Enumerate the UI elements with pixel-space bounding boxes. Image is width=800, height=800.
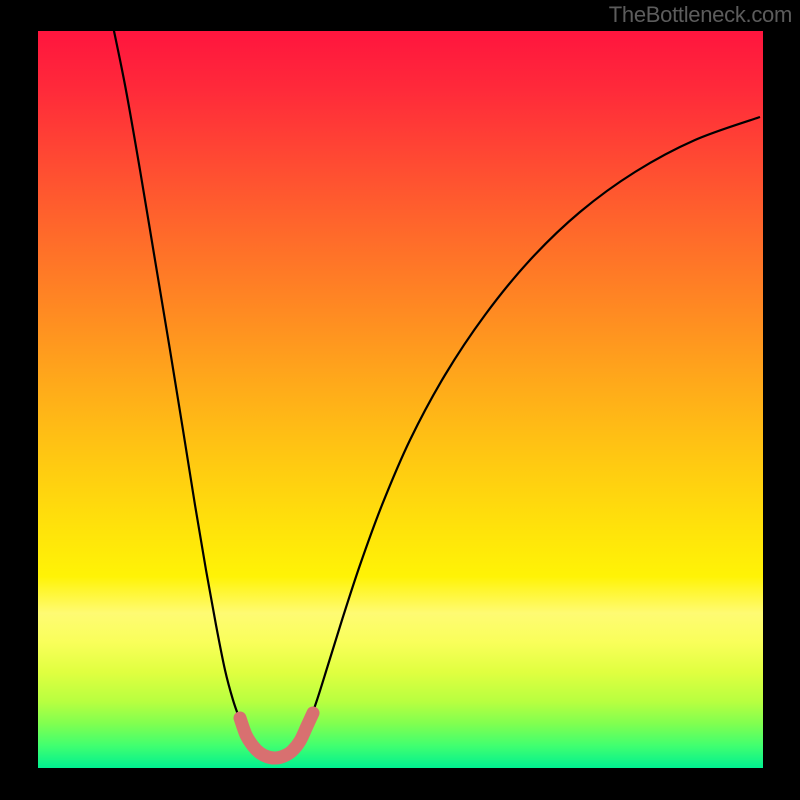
plot-gradient-background: [38, 31, 763, 768]
chart-svg: [0, 0, 800, 800]
bottleneck-chart: [0, 0, 800, 800]
watermark-text: TheBottleneck.com: [609, 2, 792, 28]
